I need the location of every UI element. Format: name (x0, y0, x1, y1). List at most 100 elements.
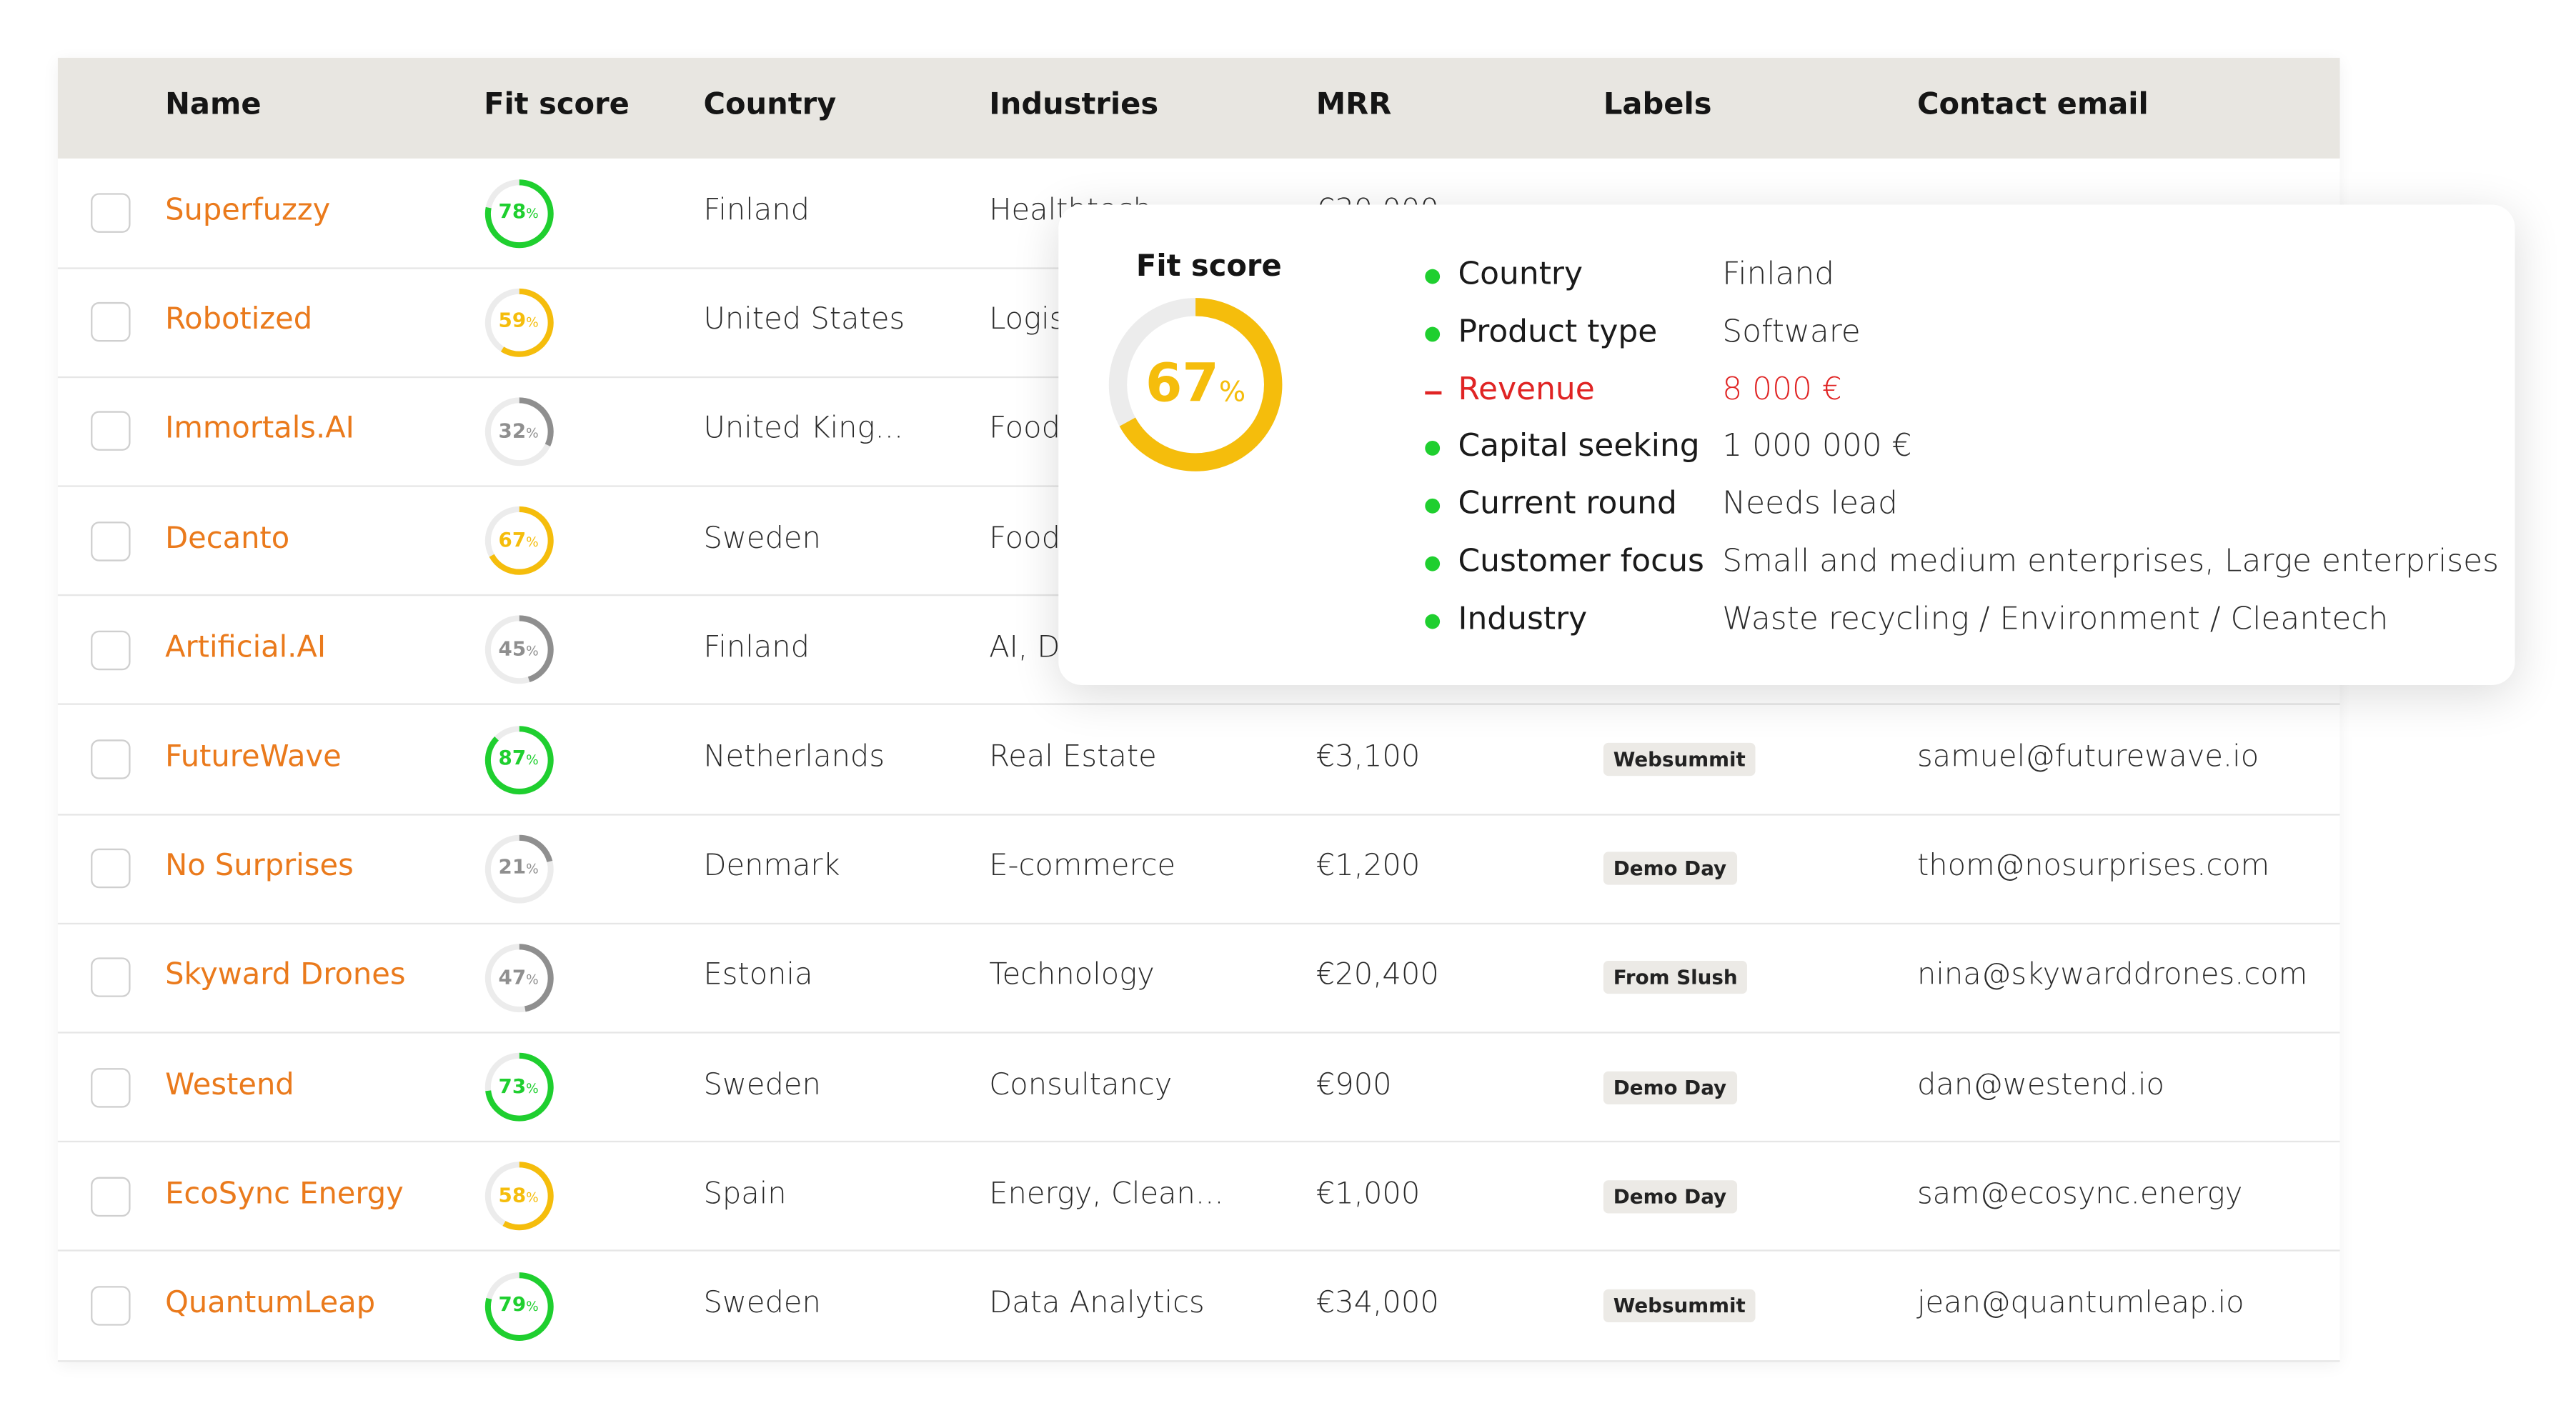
cell-mrr: €34,000 (1316, 1286, 1439, 1321)
cell-industries: Data Analytics (989, 1286, 1205, 1321)
criterion-label: Capital seeking (1458, 428, 1700, 465)
score-value: 32 (498, 419, 527, 442)
score-ring (484, 1271, 553, 1340)
cell-industries: Food (989, 521, 1060, 556)
company-name[interactable]: Decanto (165, 521, 290, 556)
cell-country: Spain (703, 1177, 787, 1212)
table-header (57, 57, 2340, 159)
row-checkbox[interactable] (91, 958, 131, 998)
cell-country: United King... (703, 411, 904, 446)
label-tag: Websummit (1603, 1289, 1756, 1323)
criterion-label: Industry (1458, 600, 1588, 637)
cell-mrr: €900 (1316, 1067, 1392, 1102)
cell-country: Sweden (703, 1286, 821, 1321)
row-divider (57, 1250, 2340, 1252)
score-unit: % (526, 206, 539, 222)
row-checkbox[interactable] (91, 630, 131, 670)
label-tag: From Slush (1603, 961, 1748, 995)
score-ring (484, 506, 553, 575)
cell-email: samuel@futurewave.io (1916, 739, 2259, 774)
cell-industries: Consultancy (989, 1067, 1173, 1102)
row-checkbox[interactable] (91, 739, 131, 779)
cell-country: Netherlands (703, 739, 885, 774)
criterion-value: Small and medium enterprises, Large ente… (1722, 543, 2500, 580)
company-name[interactable]: Westend (165, 1067, 294, 1102)
row-checkbox[interactable] (91, 1177, 131, 1217)
row-checkbox[interactable] (91, 302, 131, 342)
score-ring (484, 725, 553, 794)
score-unit: % (526, 316, 539, 331)
row-checkbox[interactable] (91, 521, 131, 561)
label-tag: Demo Day (1603, 1070, 1737, 1104)
cell-industries: Energy, Clean... (989, 1177, 1224, 1212)
cell-email: thom@nosurprises.com (1916, 849, 2270, 884)
score-ring (484, 288, 553, 357)
company-name[interactable]: Immortals.AI (165, 411, 354, 446)
criterion-match-icon (1425, 499, 1441, 514)
score-value: 67 (1145, 351, 1219, 415)
score-unit: % (526, 534, 539, 550)
cell-industries: Real Estate (989, 739, 1157, 774)
cell-mrr: €1,000 (1316, 1177, 1421, 1212)
company-name[interactable]: FutureWave (165, 739, 342, 774)
criterion-value: Finland (1722, 256, 1835, 293)
ring-arc (1108, 298, 1283, 471)
criterion-miss-icon (1425, 390, 1442, 394)
score-label: 79% (487, 1293, 550, 1320)
company-name[interactable]: QuantumLeap (165, 1286, 376, 1321)
row-divider (57, 1359, 2340, 1362)
column-header: Fit score (484, 87, 630, 123)
column-header: MRR (1316, 87, 1392, 123)
company-name[interactable]: No Surprises (165, 849, 354, 884)
score-ring (484, 616, 553, 684)
fit-score-popup: Fit score 67% Country Finland Product type So… (1058, 204, 2515, 686)
criterion-label: Customer focus (1458, 543, 1704, 580)
score-ring (484, 1162, 553, 1231)
score-unit: % (526, 1190, 539, 1205)
company-name[interactable]: Superfuzzy (165, 193, 331, 228)
column-header: Country (703, 87, 837, 123)
row-divider (57, 1141, 2340, 1143)
score-label: 59% (487, 309, 550, 336)
score-value: 73 (498, 1074, 527, 1098)
score-unit: % (1218, 376, 1246, 410)
row-checkbox[interactable] (91, 1286, 131, 1326)
column-header: Industries (989, 87, 1159, 123)
score-unit: % (526, 862, 539, 877)
cell-mrr: €20,400 (1316, 958, 1439, 993)
cell-industries: Technology (989, 958, 1155, 993)
score-value: 67 (498, 528, 527, 551)
score-label: 67% (487, 528, 550, 555)
row-checkbox[interactable] (91, 193, 131, 233)
criterion-label: Current round (1458, 485, 1677, 522)
criterion-match-icon (1425, 556, 1441, 571)
company-name[interactable]: Artificial.AI (165, 630, 327, 665)
score-ring (484, 397, 553, 466)
company-name[interactable]: Skyward Drones (165, 958, 406, 993)
score-ring (484, 1052, 553, 1122)
row-divider (57, 1032, 2340, 1034)
company-name[interactable]: Robotized (165, 302, 313, 337)
row-checkbox[interactable] (91, 1067, 131, 1107)
criterion-value: 1 000 000 € (1722, 428, 1912, 465)
cell-email: jean@quantumleap.io (1916, 1286, 2244, 1321)
cell-country: Estonia (703, 958, 813, 993)
label-tag: Demo Day (1603, 1179, 1737, 1214)
company-name[interactable]: EcoSync Energy (165, 1177, 404, 1212)
row-checkbox[interactable] (91, 411, 131, 451)
criterion-match-icon (1425, 326, 1441, 341)
score-ring (1108, 298, 1283, 471)
criterion-label: Country (1458, 256, 1583, 293)
cell-country: Finland (703, 630, 810, 665)
cell-mrr: €1,200 (1316, 849, 1421, 884)
row-divider (57, 813, 2340, 815)
criterion-label: Product type (1458, 313, 1658, 350)
criterion-value: Needs lead (1722, 485, 1898, 522)
cell-industries: E-commerce (989, 849, 1176, 884)
score-label: 58% (487, 1184, 550, 1211)
score-label: 21% (487, 856, 550, 883)
row-checkbox[interactable] (91, 849, 131, 889)
criterion-value: Software (1722, 313, 1861, 350)
label-tag: Demo Day (1603, 852, 1737, 886)
